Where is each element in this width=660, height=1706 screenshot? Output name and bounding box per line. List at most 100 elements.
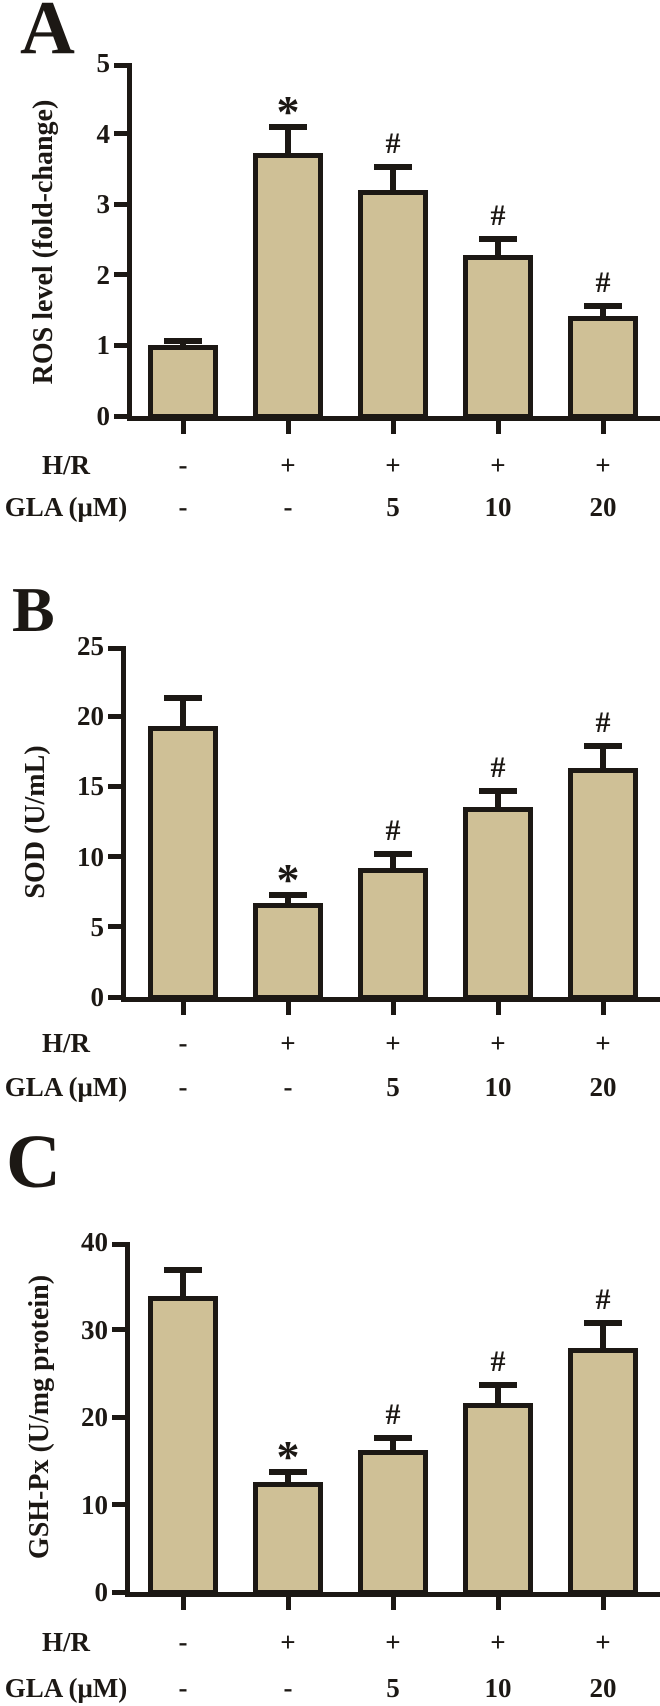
condition-cell: + (385, 1028, 401, 1058)
error-bar-cap (584, 743, 622, 749)
error-bar-cap (269, 1469, 307, 1475)
condition-cell: 10 (484, 492, 512, 522)
significance-star: * (276, 1431, 300, 1482)
x-tick-mark (601, 421, 606, 434)
condition-row-label: GLA (μM) (4, 1673, 128, 1703)
y-tick-label: 15 (77, 771, 104, 801)
condition-row-label: GLA (μM) (4, 492, 128, 522)
condition-cell: + (490, 1028, 506, 1058)
panel-label: B (12, 574, 55, 645)
x-tick-mark (181, 421, 186, 434)
y-tick-label: 1 (96, 330, 111, 360)
condition-cell: - (178, 1627, 188, 1657)
y-tick-mark (108, 854, 121, 859)
y-tick-mark (112, 1590, 125, 1595)
condition-cell: 20 (589, 492, 617, 522)
y-tick-mark (114, 63, 127, 68)
bar (358, 868, 428, 1000)
condition-cell: 10 (484, 1673, 512, 1703)
condition-cell: - (178, 1072, 188, 1102)
y-tick-label: 25 (77, 631, 104, 661)
condition-row-label: H/R (41, 1627, 90, 1657)
error-bar-stem (180, 698, 186, 730)
error-bar-cap (164, 695, 202, 701)
y-tick-mark (108, 995, 121, 1000)
error-bar-stem (285, 1472, 291, 1486)
y-tick-label: 0 (96, 401, 111, 431)
error-bar-stem (390, 854, 396, 871)
significance-star: * (276, 86, 300, 137)
condition-cell: + (595, 1627, 611, 1657)
y-tick-mark (112, 1502, 125, 1507)
bar (358, 1450, 428, 1595)
condition-cell: + (595, 450, 611, 480)
x-tick-mark (496, 1597, 501, 1610)
bar (568, 1348, 638, 1595)
bar (463, 255, 533, 419)
condition-cell: 5 (386, 1673, 400, 1703)
x-tick-mark (181, 1597, 186, 1610)
error-bar-stem (285, 895, 291, 907)
x-tick-mark (496, 1002, 501, 1015)
condition-cell: 20 (589, 1673, 617, 1703)
y-axis-title: SOD (U/mL) (20, 745, 51, 899)
bar (148, 1296, 218, 1595)
x-tick-mark (286, 421, 291, 434)
condition-cell: - (178, 450, 188, 480)
error-bar-cap (374, 164, 412, 170)
x-tick-mark (601, 1597, 606, 1610)
significance-star: * (276, 854, 300, 905)
condition-cell: - (283, 492, 293, 522)
error-bar-stem (390, 1438, 396, 1454)
bar (148, 345, 218, 419)
condition-cell: + (385, 450, 401, 480)
condition-cell: - (283, 1072, 293, 1102)
bar (253, 903, 323, 1000)
error-bar-cap (374, 1435, 412, 1441)
bar (568, 316, 638, 419)
y-tick-label: 10 (81, 1490, 108, 1520)
error-bar-stem (285, 127, 291, 158)
y-axis-line (121, 646, 126, 1002)
y-tick-mark (114, 202, 127, 207)
error-bar-stem (495, 1385, 501, 1407)
x-tick-mark (181, 1002, 186, 1015)
y-axis-line (127, 63, 132, 421)
condition-cell: 5 (386, 1072, 400, 1102)
condition-row-label: GLA (μM) (4, 1072, 128, 1102)
error-bar-cap (479, 236, 517, 242)
y-tick-label: 40 (81, 1227, 108, 1257)
condition-cell: 5 (386, 492, 400, 522)
y-axis-line (125, 1242, 130, 1597)
significance-hash: # (490, 199, 506, 232)
error-bar-cap (479, 1382, 517, 1388)
error-bar-cap (269, 892, 307, 898)
panel-label: A (20, 0, 75, 70)
condition-cell: 10 (484, 1072, 512, 1102)
x-tick-mark (601, 1002, 606, 1015)
error-bar-cap (479, 788, 517, 794)
y-tick-label: 2 (96, 260, 111, 290)
bar (463, 1403, 533, 1595)
error-bar-cap (164, 338, 202, 344)
y-tick-mark (114, 131, 127, 136)
condition-cell: + (280, 1627, 296, 1657)
condition-row-label: H/R (41, 1028, 90, 1058)
bar (148, 726, 218, 1000)
condition-cell: + (280, 1028, 296, 1058)
bar (358, 190, 428, 419)
y-tick-mark (112, 1327, 125, 1332)
bar (253, 153, 323, 419)
y-tick-label: 30 (81, 1315, 108, 1345)
error-bar-stem (600, 746, 606, 772)
condition-cell: + (280, 450, 296, 480)
significance-hash: # (595, 266, 611, 299)
significance-hash: # (490, 751, 506, 784)
x-tick-mark (391, 1597, 396, 1610)
condition-cell: + (385, 1627, 401, 1657)
y-tick-mark (108, 784, 121, 789)
y-tick-mark (108, 924, 121, 929)
error-bar-stem (180, 1270, 186, 1300)
error-bar-cap (164, 1267, 202, 1273)
